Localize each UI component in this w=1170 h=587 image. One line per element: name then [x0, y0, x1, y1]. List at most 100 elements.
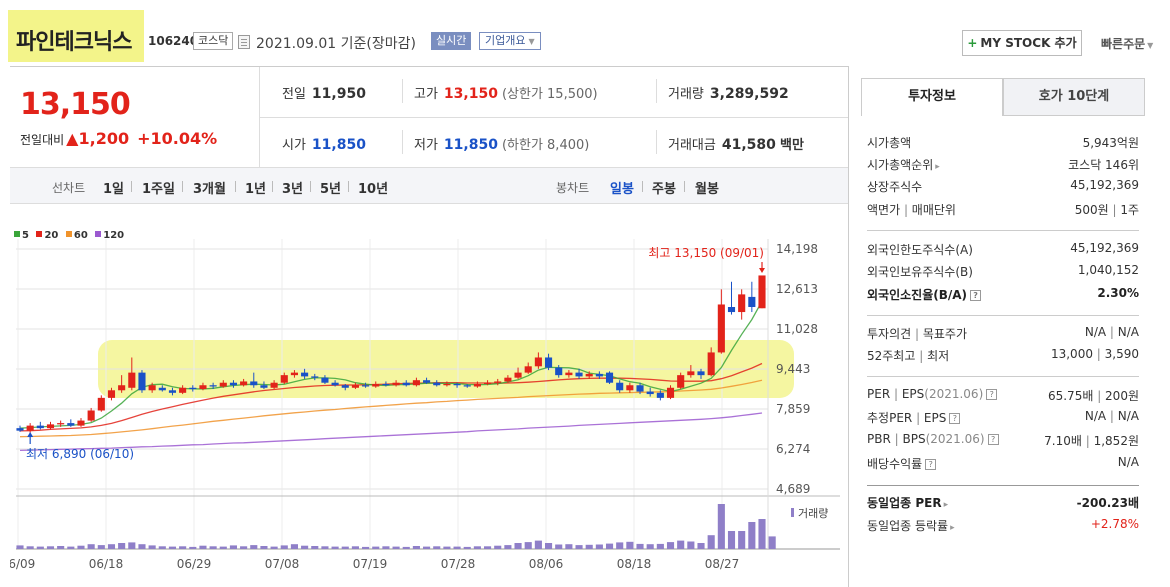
- candle-body: [494, 381, 502, 383]
- quick-order-button[interactable]: 빠른주문 ▼: [1101, 35, 1153, 52]
- candle-body: [473, 383, 481, 387]
- x-tick-label: 08/06: [529, 557, 564, 571]
- high-price: 고가 13,150 (상한가 15,500): [414, 83, 598, 102]
- add-mystock-button[interactable]: + MY STOCK 추가: [962, 30, 1082, 56]
- candle-body: [382, 383, 390, 386]
- period-1w[interactable]: 1주일: [142, 182, 175, 197]
- x-tick-label: 06/09: [10, 557, 35, 571]
- help-icon[interactable]: ?: [949, 413, 961, 424]
- volume-bar: [168, 546, 177, 549]
- sector-per-value: -200.23배: [1076, 496, 1139, 510]
- volume-bar: [311, 546, 319, 549]
- volume-bar: [97, 545, 105, 549]
- est-per-label: 추정PER: [867, 411, 913, 425]
- document-icon[interactable]: [238, 35, 250, 49]
- target-price-value: N/A: [1117, 325, 1139, 339]
- candle-body: [412, 380, 420, 386]
- base-date: 2021.09.01 기준(장마감): [256, 36, 416, 52]
- period-1d[interactable]: 1일: [103, 182, 125, 197]
- tab-investment-info[interactable]: 투자정보: [861, 78, 1003, 116]
- info-row: 상장주식수 45,192,369: [867, 178, 1139, 198]
- candle-body: [636, 385, 644, 392]
- candle-weekly[interactable]: 주봉: [652, 182, 676, 197]
- candle-body: [748, 296, 756, 307]
- candle-body: [341, 385, 349, 388]
- market-cap-label: 시가총액: [867, 136, 912, 150]
- help-icon[interactable]: ?: [986, 389, 998, 400]
- volume-bar: [118, 543, 126, 549]
- y-tick-label: 12,613: [776, 282, 818, 296]
- period-5y[interactable]: 5년: [320, 182, 342, 197]
- period-3m[interactable]: 3개월: [193, 182, 226, 197]
- y-tick-label: 4,689: [776, 482, 810, 496]
- candle-body: [16, 428, 24, 431]
- period-1y[interactable]: 1년: [245, 182, 267, 197]
- divider: [272, 181, 273, 192]
- info-row[interactable]: 동일업종 등락률 ▸ +2.78%: [867, 517, 1139, 537]
- current-price-box: 13,150 전일대비 ▲1,200 +10.04%: [10, 67, 260, 167]
- volume-label: 거래량: [798, 507, 828, 520]
- candle-daily[interactable]: 일봉: [610, 182, 634, 197]
- info-row[interactable]: 동일업종 PER ▸ -200.23배: [867, 494, 1139, 514]
- volume-bar: [362, 546, 370, 549]
- info-row[interactable]: 시가총액순위 ▸ 코스닥 146위: [867, 156, 1139, 176]
- volume-bar: [656, 543, 664, 549]
- volume-label: 거래량: [668, 87, 704, 102]
- volume-bar: [229, 545, 238, 549]
- candle-body: [351, 385, 359, 388]
- low-price: 저가 11,850 (하한가 8,400): [414, 134, 589, 153]
- chevron-down-icon: ▼: [1147, 41, 1154, 50]
- x-tick-label: 07/28: [441, 557, 476, 571]
- legend-swatch: [14, 231, 20, 237]
- market-cap-rank-label: 시가총액순위: [867, 158, 934, 172]
- candle-body: [229, 382, 238, 386]
- info-row: 52주최고 | 최저 13,000 | 3,590: [867, 347, 1139, 363]
- amount-unit: 백만: [780, 138, 804, 153]
- divider: [131, 181, 132, 192]
- realtime-button[interactable]: 실시간: [431, 32, 472, 50]
- listed-shares-label: 상장주식수: [867, 180, 923, 194]
- divider: [260, 117, 848, 118]
- volume-bar: [687, 541, 695, 549]
- candle-body: [687, 371, 695, 376]
- info-row: 외국인소진율(B/A)? 2.30%: [867, 286, 1139, 306]
- chart-svg: 14,198 12,613 11,028 9,443 7,859 6,274 4,689 06…: [10, 239, 840, 571]
- candle-body: [402, 382, 410, 386]
- volume-bar: [372, 546, 380, 549]
- volume-bar: [392, 546, 400, 549]
- volume-bar: [26, 546, 34, 549]
- low-label: 저가: [414, 138, 438, 153]
- pbr-date: (2021.06): [925, 432, 985, 446]
- help-icon[interactable]: ?: [925, 459, 937, 470]
- volume-bar: [758, 519, 766, 549]
- candle-body: [738, 294, 746, 313]
- open-price: 시가 11,850: [282, 134, 366, 153]
- x-tick-label: 06/29: [177, 557, 212, 571]
- volume-bar: [524, 542, 532, 549]
- change-percent: +10.04%: [137, 129, 218, 148]
- company-overview-dropdown[interactable]: 기업개요 ▼: [479, 32, 541, 50]
- period-3y[interactable]: 3년: [282, 182, 304, 197]
- help-icon[interactable]: ?: [970, 290, 982, 301]
- candle-body: [148, 385, 156, 391]
- volume-bar: [748, 522, 756, 549]
- prev-close: 전일 11,950: [282, 83, 366, 102]
- ma20-line: [19, 362, 763, 432]
- candle-body: [646, 391, 654, 395]
- add-mystock-label: MY STOCK 추가: [980, 36, 1077, 50]
- candle-body: [534, 357, 542, 367]
- trade-amount: 거래대금 41,580 백만: [668, 134, 804, 153]
- candle-body: [758, 275, 766, 309]
- candle-monthly[interactable]: 월봉: [695, 182, 719, 197]
- stock-header: 파인테크닉스 106240 코스닥 2021.09.01 기준(장마감) 실시간…: [0, 0, 1170, 66]
- candle-body: [524, 366, 532, 373]
- volume-bar: [16, 545, 24, 549]
- volume-bar: [666, 542, 675, 549]
- stock-chart[interactable]: 14,198 12,613 11,028 9,443 7,859 6,274 4,689 06…: [10, 204, 848, 587]
- tab-orderbook[interactable]: 호가 10단계: [1003, 78, 1145, 116]
- period-10y[interactable]: 10년: [358, 182, 389, 197]
- help-icon[interactable]: ?: [987, 434, 999, 445]
- foreign-holding-value: 1,040,152: [1077, 263, 1139, 277]
- chevron-down-icon: ▼: [528, 37, 535, 46]
- candle-body: [250, 381, 258, 386]
